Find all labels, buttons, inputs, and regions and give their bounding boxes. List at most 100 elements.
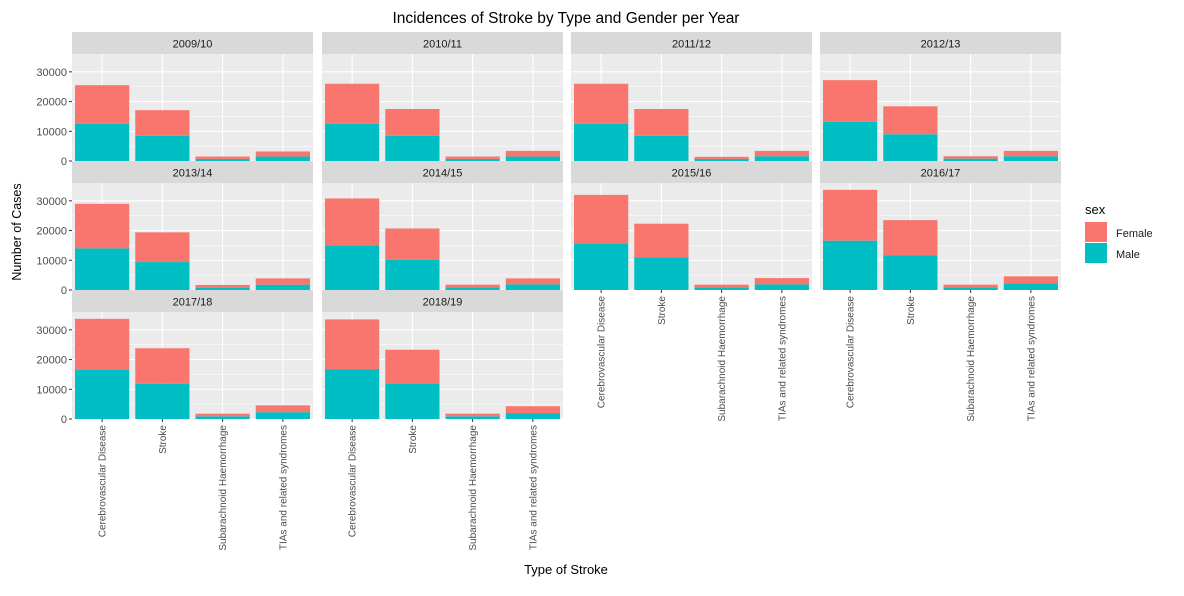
bar-female — [325, 198, 380, 246]
bar-female — [823, 80, 878, 122]
bar-female — [883, 106, 938, 135]
legend-label-male: Male — [1116, 249, 1140, 261]
bar-female — [195, 413, 250, 417]
y-tick-label: 0 — [61, 156, 67, 168]
facet-panels: 2009/10 0 10000 20000 30000 2010/11 2011/12 201… — [36, 32, 1061, 551]
bar-female — [694, 284, 749, 288]
y-tick-label: 0 — [61, 285, 67, 297]
facet-panel-2015-16: 2015/16 Cerebrovascular Disease Stroke Suba… — [571, 161, 812, 422]
x-tick-label: Subarachnoid Haemorrhage — [717, 296, 728, 422]
bar-female — [634, 223, 689, 258]
bar-female — [754, 278, 809, 285]
facet-panel-2012-13: 2012/13 — [820, 32, 1061, 162]
bar-female — [505, 406, 560, 414]
facet-strip — [571, 161, 812, 183]
x-tick-label: Stroke — [408, 425, 419, 454]
facet-panel-2016-17: 2016/17 Cerebrovascular Disease Stroke Suba… — [820, 161, 1061, 422]
x-tick-label: Cerebrovascular Disease — [846, 296, 857, 409]
bar-female — [445, 413, 500, 417]
bar-female — [694, 156, 749, 159]
bar-male — [135, 383, 190, 419]
bar-female — [135, 348, 190, 384]
x-tick-label: Subarachnoid Haemorrhage — [468, 425, 479, 551]
bar-male — [943, 158, 998, 161]
bar-female — [325, 83, 380, 124]
y-tick-label: 10000 — [36, 126, 67, 138]
bar-female — [574, 83, 629, 124]
bar-male — [75, 123, 130, 161]
bar-female — [385, 228, 440, 260]
bar-female — [135, 232, 190, 263]
legend-key-male — [1085, 243, 1107, 263]
bar-male — [694, 158, 749, 161]
bar-female — [255, 278, 310, 285]
bar-male — [75, 369, 130, 419]
facet-panel-2011-12: 2011/12 — [571, 32, 812, 162]
facet-strip — [72, 161, 313, 183]
bar-female — [634, 108, 689, 136]
facet-strip — [322, 290, 563, 312]
facet-strip — [571, 32, 812, 54]
facet-label: 2017/18 — [173, 297, 213, 309]
bar-male — [255, 156, 310, 161]
chart-title: Incidences of Stroke by Type and Gender … — [393, 10, 740, 27]
facet-panel-2013-14: 2013/14 0 10000 20000 30000 — [36, 161, 313, 297]
bar-male — [823, 240, 878, 290]
bar-female — [135, 110, 190, 136]
bar-female — [505, 150, 560, 157]
bar-female — [255, 405, 310, 413]
facet-panel-2010-11: 2010/11 — [322, 32, 563, 162]
x-tick-label: Cerebrovascular Disease — [597, 296, 608, 409]
bar-male — [1003, 283, 1058, 290]
bar-male — [195, 416, 250, 419]
bar-female — [574, 194, 629, 244]
facet-label: 2013/14 — [173, 168, 213, 180]
legend-label-female: Female — [1116, 228, 1153, 240]
facet-strip — [72, 290, 313, 312]
y-tick-label: 20000 — [36, 97, 67, 109]
bar-male — [135, 262, 190, 290]
facet-label: 2018/19 — [423, 297, 463, 309]
x-tick-label: Stroke — [906, 296, 917, 325]
bar-male — [505, 284, 560, 290]
bar-female — [445, 156, 500, 159]
bar-male — [445, 158, 500, 161]
y-tick-label: 30000 — [36, 196, 67, 208]
bar-female — [75, 318, 130, 370]
bar-female — [195, 284, 250, 288]
bar-female — [754, 150, 809, 157]
bar-male — [325, 245, 380, 290]
bar-male — [325, 369, 380, 419]
bar-female — [385, 349, 440, 384]
facet-label: 2015/16 — [672, 168, 712, 180]
bar-male — [943, 287, 998, 290]
bar-female — [75, 203, 130, 249]
x-tick-label: TIAs and related syndromes — [278, 425, 289, 550]
x-tick-label: TIAs and related syndromes — [1026, 296, 1037, 421]
legend-title: sex — [1085, 202, 1106, 217]
facet-strip — [820, 32, 1061, 54]
bar-female — [445, 284, 500, 288]
bar-male — [574, 123, 629, 161]
x-tick-label: Cerebrovascular Disease — [98, 425, 109, 538]
x-tick-label: Subarachnoid Haemorrhage — [966, 296, 977, 422]
bar-male — [754, 156, 809, 161]
y-tick-label: 10000 — [36, 384, 67, 396]
bar-male — [823, 121, 878, 161]
y-tick-label: 30000 — [36, 325, 67, 337]
bar-female — [1003, 276, 1058, 284]
facet-panel-2014-15: 2014/15 — [322, 161, 563, 291]
bar-male — [195, 287, 250, 290]
bar-female — [943, 156, 998, 159]
legend: sex Female Male — [1085, 202, 1153, 263]
bar-male — [505, 413, 560, 419]
bar-female — [195, 156, 250, 159]
bar-female — [75, 85, 130, 124]
facet-strip — [322, 32, 563, 54]
x-tick-label: Subarachnoid Haemorrhage — [218, 425, 229, 551]
bar-female — [943, 284, 998, 288]
bar-female — [823, 189, 878, 241]
bar-female — [325, 319, 380, 370]
